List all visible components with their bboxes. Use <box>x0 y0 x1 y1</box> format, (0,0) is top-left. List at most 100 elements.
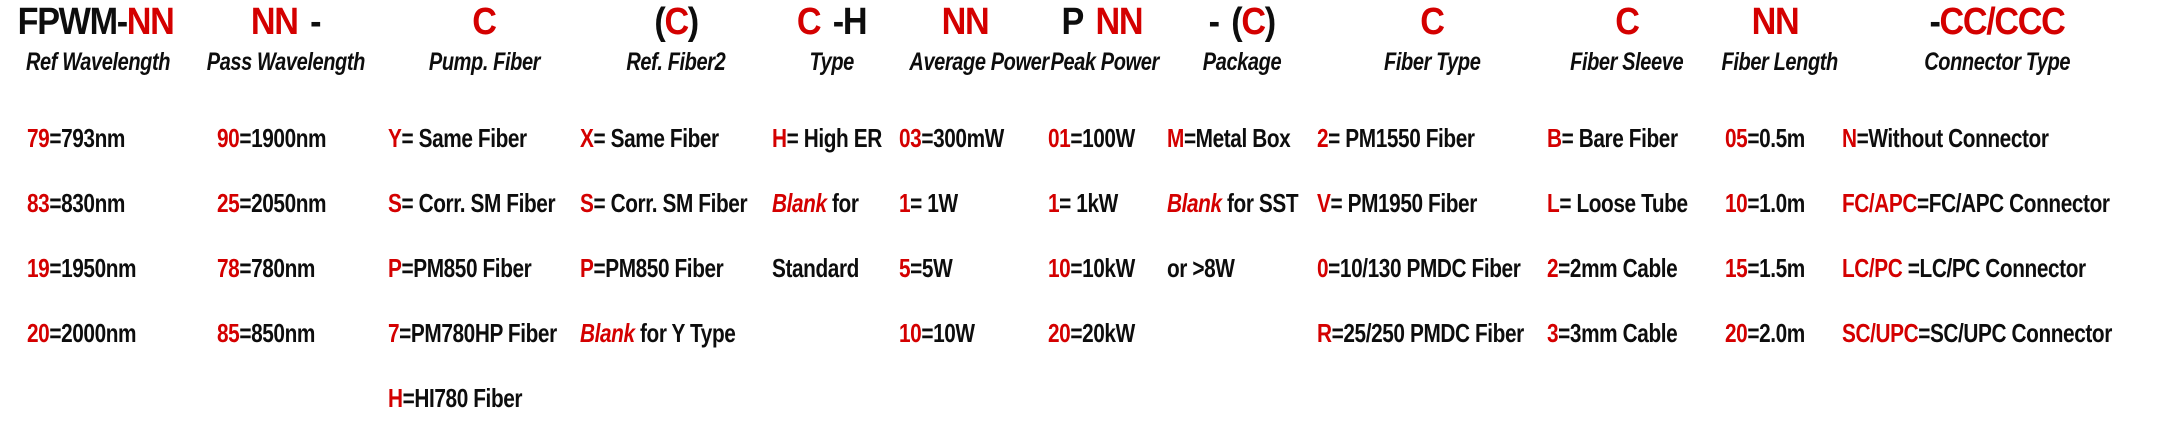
column-header: Fiber Sleeve <box>1547 46 1707 84</box>
code-token: M <box>1167 123 1184 153</box>
code-token: P <box>580 253 594 283</box>
text-token: =2000nm <box>49 318 137 348</box>
ordering-code-segment: NN <box>892 0 1037 46</box>
column-header-label: Pass Wavelength <box>206 48 365 76</box>
code-token: C <box>1420 1 1445 43</box>
code-option: Blank for <box>772 189 909 254</box>
text-token: for Y Type <box>634 318 736 348</box>
column-header-label: Connector Type <box>1924 48 2070 76</box>
code-token: R <box>1317 318 1332 348</box>
code-token: S <box>388 188 402 218</box>
code-token: FC/APC <box>1842 188 1918 218</box>
text-token: =100W <box>1070 123 1135 153</box>
text-token: =Metal Box <box>1183 123 1291 153</box>
ordering-code-segment: C <box>1317 0 1547 46</box>
code-option: N=Without Connector <box>1842 124 2160 189</box>
code-token: 20 <box>27 318 50 348</box>
text-token: =0.5m <box>1746 123 1805 153</box>
code-option: 10=1.0m <box>1725 189 1825 254</box>
text-token: for SST <box>1221 188 1299 218</box>
column-header: Peak Power <box>1037 46 1167 84</box>
code-token: Blank <box>1167 188 1222 218</box>
code-token: H <box>388 383 403 413</box>
column-header: Pass Wavelength <box>183 46 388 84</box>
code-token: C <box>1615 1 1640 43</box>
code-token: V <box>1317 188 1331 218</box>
code-token: P <box>388 253 402 283</box>
ordering-code-segment: - (C) <box>1167 0 1317 46</box>
option-list: 01=100W 1= 1kW 10=10kW 20=20kW <box>1048 124 1157 384</box>
code-token: 79 <box>27 123 50 153</box>
column-fiber-length: NN Fiber Length 05=0.5m 10=1.0m 15=1.5m 20=2.… <box>1707 0 1842 384</box>
text-token: =300mW <box>921 123 1004 153</box>
option-list: 2= PM1550 Fiber V= PM1950 Fiber 0=10/130 P… <box>1317 124 1576 384</box>
text-token: = PM1550 Fiber <box>1328 123 1475 153</box>
code-token: C <box>472 1 497 43</box>
code-option: 01=100W <box>1048 124 1157 189</box>
text-token: = Bare Fiber <box>1561 123 1678 153</box>
code-token: 10 <box>898 318 922 348</box>
code-option: 2= PM1550 Fiber <box>1317 124 1576 189</box>
text-token: = Corr. SM Fiber <box>593 188 748 218</box>
text-token: =780nm <box>239 253 316 283</box>
code-token: NN <box>941 1 989 43</box>
code-option: X= Same Fiber <box>580 124 789 189</box>
text-token: =793nm <box>49 123 126 153</box>
code-token: C <box>1241 1 1267 43</box>
code-option: 05=0.5m <box>1725 124 1825 189</box>
text-token: = Loose Tube <box>1559 188 1688 218</box>
code-option: FC/APC=FC/APC Connector <box>1842 189 2160 254</box>
code-token: 85 <box>217 318 240 348</box>
text-token: =SC/UPC Connector <box>1918 318 2112 348</box>
text-token: = Same Fiber <box>593 123 719 153</box>
text-token: =10W <box>921 318 975 348</box>
text-token: ) <box>687 1 699 43</box>
code-option: LC/PC =LC/PC Connector <box>1842 254 2160 319</box>
text-token: =830nm <box>49 188 126 218</box>
code-option: H= High ER <box>772 124 909 189</box>
code-option: L= Loose Tube <box>1547 189 1723 254</box>
column-connector-type: -CC/CCC Connector Type N=Without Connector… <box>1842 0 2152 384</box>
text-token: =HI780 Fiber <box>402 383 523 413</box>
code-token: 05 <box>1724 123 1748 153</box>
code-token: 10 <box>1724 188 1748 218</box>
code-option: Standard <box>772 254 909 319</box>
code-token: 15 <box>1724 253 1748 283</box>
code-option: 2=2mm Cable <box>1547 254 1723 319</box>
column-header-label: Ref Wavelength <box>26 48 171 76</box>
code-option: 10=10W <box>899 319 1030 384</box>
column-header: Fiber Type <box>1317 46 1547 84</box>
option-list: N=Without Connector FC/APC=FC/APC Connect… <box>1842 124 2160 384</box>
code-option: or >8W <box>1167 254 1331 319</box>
code-token: C <box>797 1 822 43</box>
text-token: = High ER <box>786 123 883 153</box>
code-option: 1= 1W <box>899 189 1030 254</box>
column-peak-power: P NN Peak Power 01=100W 1= 1kW 10=10kW 20=20kW <box>1037 0 1167 384</box>
code-token: 1 <box>898 188 911 218</box>
column-average-power: NN Average Power 03=300mW 1= 1W 5=5W 10=10W <box>892 0 1049 384</box>
code-token: Blank <box>580 318 635 348</box>
text-token: =25/250 PMDC Fiber <box>1331 318 1525 348</box>
code-option: 1= 1kW <box>1048 189 1157 254</box>
code-option: 20=2000nm <box>27 319 163 384</box>
column-header-label: Ref. Fiber2 <box>626 48 726 76</box>
text-token: FPWM- <box>17 1 128 43</box>
column-header-label: Fiber Type <box>1383 48 1481 76</box>
text-token: =2050nm <box>239 188 327 218</box>
option-list: 90=1900nm 25=2050nm 78=780nm 85=850nm <box>217 124 353 384</box>
column-header: Pump. Fiber <box>388 46 580 84</box>
text-token: =2mm Cable <box>1558 253 1678 283</box>
code-option: S= Corr. SM Fiber <box>580 189 789 254</box>
code-token: L <box>1547 188 1560 218</box>
column-package: - (C) Package M=Metal Box Blank for SST or >8… <box>1167 0 1317 319</box>
text-token: = Same Fiber <box>401 123 527 153</box>
code-token: 0 <box>1317 253 1329 283</box>
option-list: 79=793nm 83=830nm 19=1950nm 20=2000nm <box>27 124 163 384</box>
column-ref-wavelength: FPWM-NN Ref Wavelength 79=793nm 83=830nm 19=… <box>8 0 183 384</box>
code-option: P=PM850 Fiber <box>388 254 599 319</box>
text-token: =Without Connector <box>1856 123 2049 153</box>
column-header-label: Average Power <box>909 48 1049 76</box>
code-token: NN <box>1751 1 1799 43</box>
code-token: 90 <box>217 123 240 153</box>
column-header-label: Type <box>809 48 855 76</box>
